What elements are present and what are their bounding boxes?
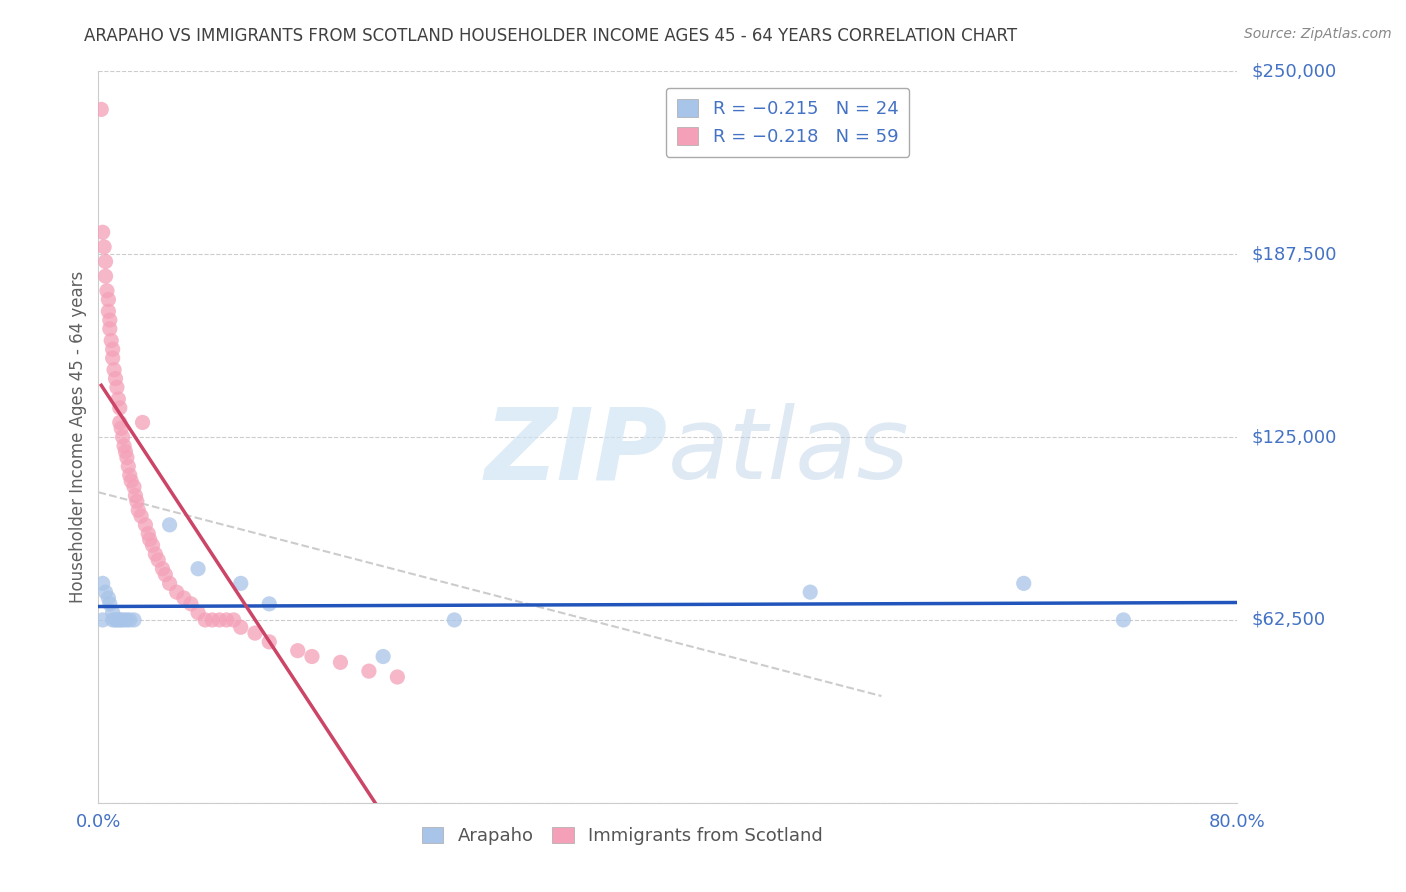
Text: Source: ZipAtlas.com: Source: ZipAtlas.com [1244,27,1392,41]
Point [104,613,127,627]
Point [107,392,129,406]
Point [103,363,125,377]
Point [129,509,152,524]
Point [125,494,148,508]
Point [96,284,118,298]
Point [105,380,128,394]
Point [194,613,217,627]
Point [115,613,138,627]
Point [159,517,181,532]
Point [180,597,202,611]
Point [329,656,352,670]
Text: $125,000: $125,000 [1251,428,1337,446]
Point [97,293,120,307]
Point [1112,613,1135,627]
Point [118,468,141,483]
Text: atlas: atlas [668,403,910,500]
Point [259,635,281,649]
Point [108,401,131,415]
Point [118,613,141,627]
Point [443,613,465,627]
Y-axis label: Householder Income Ages 45 - 64 years: Householder Income Ages 45 - 64 years [69,271,87,603]
Point [101,606,124,620]
Point [799,585,821,599]
Point [208,613,231,627]
Point [93,240,115,254]
Point [301,649,323,664]
Point [117,459,139,474]
Point [101,351,124,365]
Point [1012,576,1035,591]
Point [222,613,245,627]
Point [122,480,145,494]
Point [98,313,121,327]
Text: $187,500: $187,500 [1251,245,1337,263]
Point [259,597,281,611]
Point [110,613,132,627]
Point [100,334,122,348]
Point [145,547,167,561]
Point [357,664,380,678]
Text: $250,000: $250,000 [1251,62,1337,80]
Point [120,474,142,488]
Point [108,613,131,627]
Point [94,254,117,268]
Point [229,576,252,591]
Point [91,613,114,627]
Point [387,670,409,684]
Text: $62,500: $62,500 [1251,611,1326,629]
Point [101,343,124,357]
Point [127,503,149,517]
Point [91,576,114,591]
Point [243,626,266,640]
Point [287,643,309,657]
Point [122,613,145,627]
Point [229,620,252,634]
Point [141,538,163,552]
Point [112,613,135,627]
Point [90,103,112,117]
Point [159,576,181,591]
Point [215,613,238,627]
Point [155,567,177,582]
Legend: Arapaho, Immigrants from Scotland: Arapaho, Immigrants from Scotland [415,820,830,852]
Point [136,526,159,541]
Point [108,416,131,430]
Point [104,371,127,385]
Point [97,304,120,318]
Point [187,606,209,620]
Point [114,444,136,458]
Point [134,517,156,532]
Point [94,585,117,599]
Point [187,562,209,576]
Point [138,533,160,547]
Text: ARAPAHO VS IMMIGRANTS FROM SCOTLAND HOUSEHOLDER INCOME AGES 45 - 64 YEARS CORREL: ARAPAHO VS IMMIGRANTS FROM SCOTLAND HOUS… [84,27,1018,45]
Point [97,591,120,605]
Point [111,430,134,444]
Point [152,562,174,576]
Point [112,439,135,453]
Text: ZIP: ZIP [485,403,668,500]
Point [166,585,188,599]
Point [105,613,128,627]
Point [124,489,146,503]
Point [131,416,153,430]
Point [115,450,138,465]
Point [173,591,195,605]
Point [148,553,170,567]
Point [201,613,224,627]
Point [94,269,117,284]
Point [110,421,132,435]
Point [98,597,121,611]
Point [91,225,114,239]
Point [373,649,395,664]
Point [98,322,121,336]
Point [101,613,124,627]
